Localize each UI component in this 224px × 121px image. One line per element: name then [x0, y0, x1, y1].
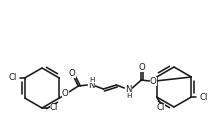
Text: O: O: [150, 76, 157, 86]
Text: Cl: Cl: [9, 73, 17, 83]
Text: Cl: Cl: [157, 103, 165, 113]
Text: O: O: [139, 63, 146, 72]
Text: H: H: [90, 77, 95, 83]
Text: H: H: [127, 93, 132, 99]
Text: O: O: [62, 90, 69, 98]
Text: Cl: Cl: [50, 103, 58, 113]
Text: O: O: [69, 68, 76, 77]
Text: N: N: [125, 86, 131, 95]
Text: N: N: [88, 82, 95, 91]
Text: Cl: Cl: [199, 92, 207, 102]
